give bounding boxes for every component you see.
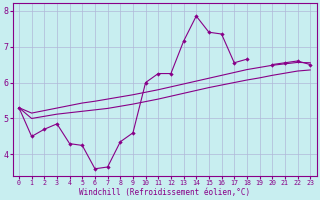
- X-axis label: Windchill (Refroidissement éolien,°C): Windchill (Refroidissement éolien,°C): [79, 188, 250, 197]
